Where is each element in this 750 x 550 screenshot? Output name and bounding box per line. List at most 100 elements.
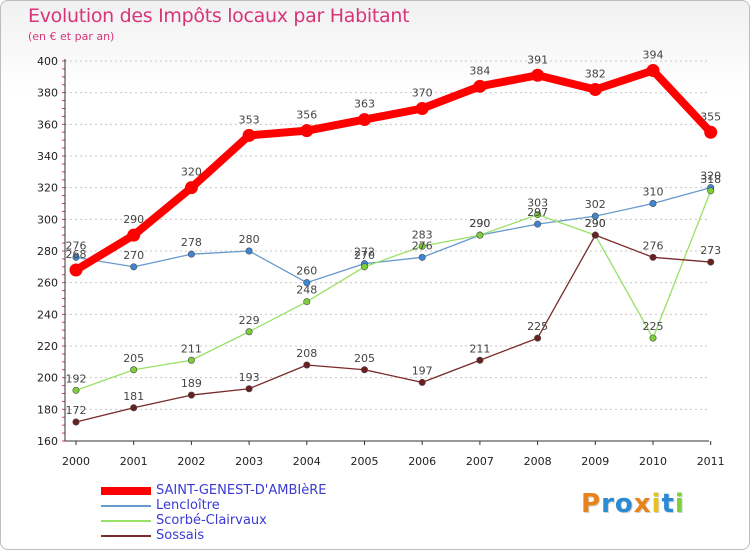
data-point [534, 211, 542, 219]
data-label: 353 [239, 113, 260, 126]
y-tick-label: 200 [37, 372, 58, 385]
data-point [69, 263, 83, 277]
data-label: 278 [181, 236, 202, 249]
data-point [130, 366, 138, 374]
logo-letter: i [674, 489, 685, 519]
data-point [245, 328, 253, 336]
data-label: 280 [239, 233, 260, 246]
data-point [187, 391, 195, 399]
data-label: 272 [354, 246, 375, 259]
data-label: 290 [123, 213, 144, 226]
data-point [72, 386, 80, 394]
data-point [415, 102, 429, 115]
x-tick-label: 2009 [581, 455, 609, 468]
x-tick-label: 2010 [639, 455, 667, 468]
data-label: 208 [296, 347, 317, 360]
data-label: 356 [296, 109, 317, 122]
legend-label: Sossais [156, 528, 205, 543]
data-label: 290 [469, 217, 490, 230]
legend-swatch [101, 535, 151, 537]
data-label: 189 [181, 377, 202, 390]
data-point [534, 220, 542, 228]
data-point [303, 298, 311, 306]
data-point [303, 361, 311, 369]
data-label: 225 [527, 320, 548, 333]
data-label: 276 [643, 239, 664, 252]
data-label: 394 [643, 49, 664, 62]
data-label: 248 [296, 284, 317, 297]
y-tick-label: 340 [37, 150, 58, 163]
x-tick-label: 2003 [235, 455, 263, 468]
data-label: 370 [412, 87, 433, 100]
y-tick-label: 280 [37, 245, 58, 258]
x-tick-label: 2011 [697, 455, 725, 468]
data-point [242, 128, 256, 142]
y-tick-label: 260 [37, 277, 58, 290]
data-point [130, 404, 138, 412]
data-point [476, 356, 484, 364]
series-line [75, 234, 712, 423]
data-label: 211 [181, 342, 202, 355]
x-tick-label: 2007 [466, 455, 494, 468]
logo-letter: r [601, 489, 615, 519]
data-point [187, 250, 195, 258]
y-tick-label: 380 [37, 87, 58, 100]
data-label: 318 [700, 173, 721, 186]
data-label: 320 [700, 170, 721, 183]
data-label: 290 [585, 217, 606, 230]
data-label: 192 [66, 372, 87, 385]
legend-label: Lencloître [156, 498, 220, 513]
series-line [75, 190, 712, 391]
data-point [588, 83, 602, 96]
data-label: 363 [354, 98, 375, 111]
data-point [591, 212, 599, 220]
data-label: 320 [181, 166, 202, 179]
data-label: 276 [66, 239, 87, 252]
data-point [72, 418, 80, 426]
data-point [127, 228, 141, 242]
data-label: 211 [469, 342, 490, 355]
data-label: 276 [412, 239, 433, 252]
legend-swatch [101, 520, 151, 522]
data-point [531, 68, 545, 82]
data-label: 193 [239, 371, 260, 384]
data-point [184, 181, 198, 195]
data-point [245, 247, 253, 255]
data-point [473, 79, 487, 93]
data-label: 205 [123, 352, 144, 365]
data-label: 225 [643, 320, 664, 333]
x-tick-label: 2000 [62, 455, 90, 468]
logo-letter: x [633, 489, 652, 519]
data-point [707, 187, 715, 195]
series-layer [69, 64, 718, 426]
data-point [187, 356, 195, 364]
logo-letter: o [614, 489, 634, 519]
y-tick-label: 220 [37, 340, 58, 353]
data-label: 310 [643, 186, 664, 199]
data-point [646, 64, 660, 77]
data-point [707, 258, 715, 266]
x-tick-label: 2008 [524, 455, 552, 468]
legend-label: SAINT-GENEST-D'AMBIèRE [156, 483, 327, 498]
legend-label: Scorbé-Clairvaux [156, 513, 267, 528]
y-tick-label: 400 [37, 55, 58, 68]
data-point [358, 113, 371, 127]
x-tick-label: 2006 [408, 455, 436, 468]
data-point [704, 125, 718, 139]
proxiti-logo[interactable]: Proxiti [581, 489, 685, 519]
data-label: 181 [123, 390, 144, 403]
data-point [130, 263, 138, 271]
data-point [649, 334, 657, 342]
axis-layer: 160 180 200 220 240 260 280 300 320 340 360 380 400 2… [37, 55, 725, 468]
data-label: 270 [354, 249, 375, 262]
y-tick-label: 320 [37, 182, 58, 195]
data-label: 172 [66, 404, 87, 417]
data-label: 268 [66, 248, 87, 261]
y-tick-label: 180 [37, 403, 58, 416]
logo-letter: t [661, 489, 675, 519]
data-label: 355 [700, 110, 721, 123]
data-label: 290 [585, 217, 606, 230]
